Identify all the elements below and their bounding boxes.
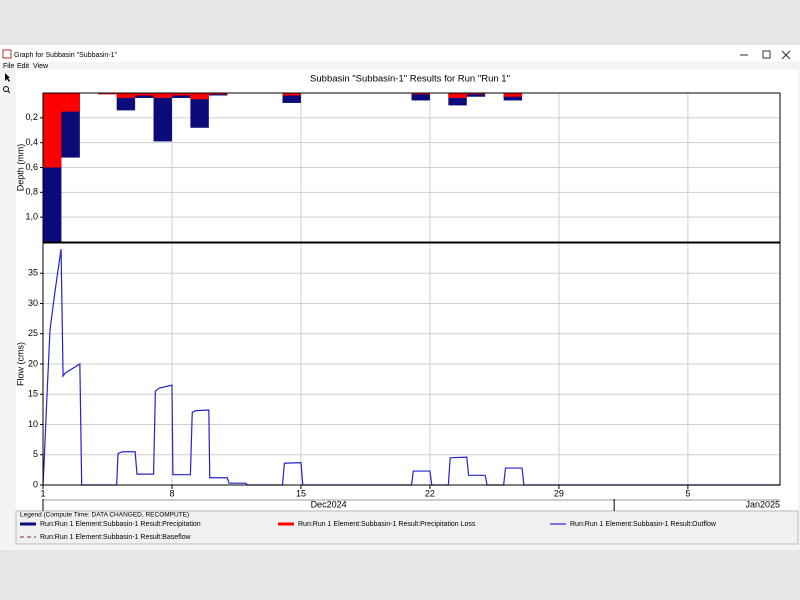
y-tick-label: 0,4 [25,137,38,147]
depth-bar [448,93,467,98]
depth-bar [171,93,191,96]
depth-bar [503,93,523,97]
x-tick-label: 29 [554,488,564,498]
legend-box [15,510,799,545]
x-tick-label: 15 [296,488,306,498]
depth-bar [98,93,117,95]
y-tick-label: 25 [28,328,38,338]
menu-item[interactable]: File [3,63,14,70]
menu-item[interactable]: Edit [17,63,29,70]
y-tick-label: 15 [28,389,38,399]
window-title: Graph for Subbasin "Subbasin-1" [14,52,118,59]
maximize-button[interactable] [762,50,771,59]
depth-bar [282,93,301,103]
y-tick-label: 0 [33,479,38,489]
depth-bar [208,93,228,95]
y-tick-label: 35 [28,268,38,278]
y-tick-label: 0,2 [25,112,38,122]
y-axis-label: Depth (mm) [15,144,25,192]
x-tick-label: 22 [425,488,435,498]
depth-bar [135,93,154,98]
legend-label: Run:Run 1 Element:Subbasin-1 Result:Outf… [570,521,717,528]
depth-bar [466,93,486,95]
y-tick-label: 5 [33,449,38,459]
depth-bar [190,93,209,100]
close-button[interactable] [781,50,791,60]
app-icon [2,49,12,59]
zoom-tool-handle [7,90,11,94]
title-bar [0,45,800,62]
y-tick-label: 1,0 [25,212,38,222]
plot-border [42,242,781,486]
period-label: Jan2025 [745,499,780,509]
y-axis-label: Flow (cms) [15,342,25,386]
depth-bar [282,93,301,96]
depth-bar [190,93,209,128]
zoom-tool[interactable] [3,86,9,92]
depth-bar [171,93,191,98]
legend-title: Legend (Compute Time: DATA CHANGED, RECO… [20,512,189,519]
depth-bar [116,93,136,98]
period-label: Dec2024 [311,499,347,509]
depth-bar [43,93,62,168]
x-tick-label: 8 [169,488,174,498]
legend-label: Run:Run 1 Element:Subbasin-1 Result:Prec… [298,521,476,528]
pointer-tool[interactable] [5,73,10,82]
depth-bar [411,93,430,101]
plot-border [42,92,781,243]
legend-label: Run:Run 1 Element:Subbasin-1 Result:Prec… [40,521,201,528]
series-line [42,248,780,486]
depth-bar [153,93,172,98]
depth-bar [135,93,154,96]
chart-title: Subbasin "Subbasin-1" Results for Run "R… [310,74,510,85]
y-tick-label: 30 [28,298,38,308]
menu-item[interactable]: View [33,63,49,70]
legend-label: Run:Run 1 Element:Subbasin-1 Result:Base… [40,534,192,541]
depth-bar [153,93,172,142]
y-tick-label: 20 [28,358,38,368]
depth-bar [411,93,430,95]
y-tick-label: 10 [28,419,38,429]
y-tick-label: 0,8 [25,187,38,197]
x-tick-label: 1 [40,488,45,498]
depth-bar [466,93,486,97]
depth-bar [61,93,80,112]
y-tick-label: 0,6 [25,162,38,172]
x-tick-label: 5 [685,488,690,498]
